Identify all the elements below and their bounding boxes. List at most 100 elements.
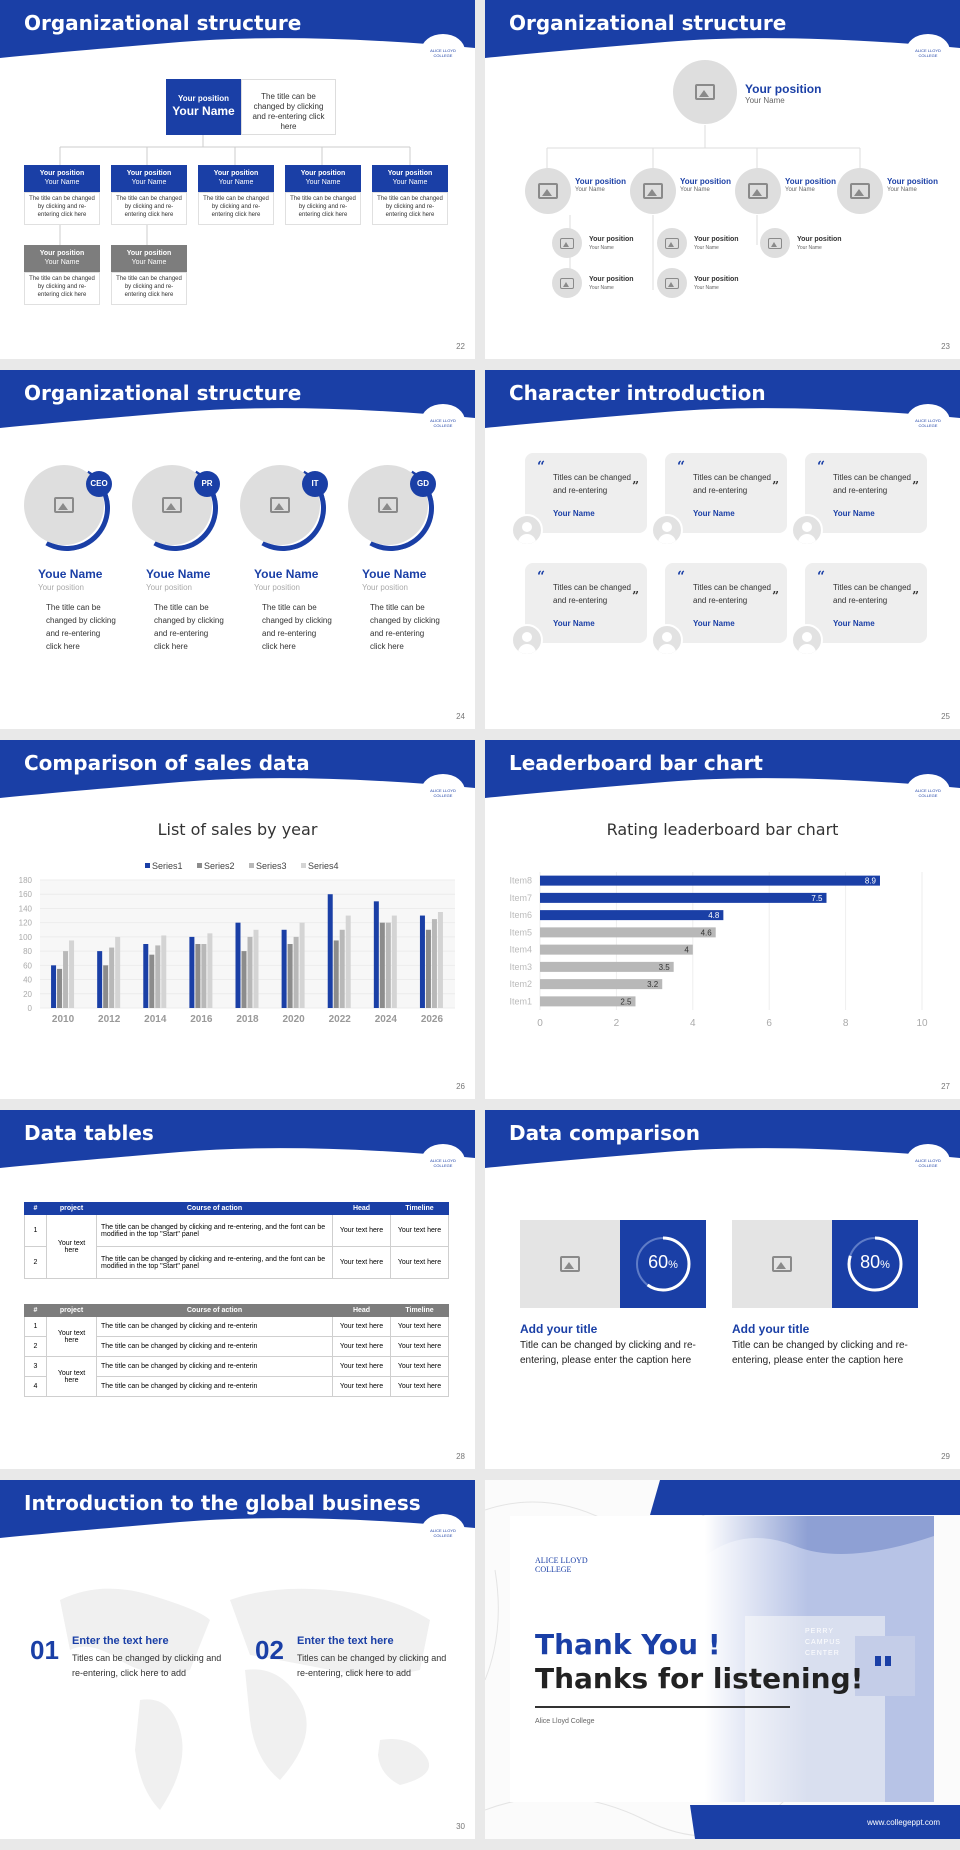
box-name: Your Name	[44, 259, 80, 266]
slide-header: Data tables ALICE LLOYD COLLEGE	[0, 1110, 475, 1180]
bar	[540, 944, 693, 955]
page-number: 22	[456, 342, 465, 351]
slide-28[interactable]: Data tables ALICE LLOYD COLLEGE # projec…	[0, 1110, 475, 1469]
box-position: Your position	[126, 250, 172, 257]
page-number: 28	[456, 1452, 465, 1461]
position-box[interactable]: Your position Your Name	[24, 245, 100, 272]
top-position-box[interactable]: Your position Your Name	[166, 79, 241, 135]
quote-card[interactable]: “ Titles can be changed and re-entering” Y…	[805, 563, 927, 643]
bar	[247, 936, 253, 1008]
quote-card[interactable]: “ Titles can be changed and re-entering” Y…	[525, 563, 647, 643]
position-box[interactable]: Your position Your Name	[198, 165, 274, 192]
position-box[interactable]: Your position Your Name	[24, 165, 100, 192]
bar	[540, 961, 674, 972]
quote-card[interactable]: “ Titles can be changed and re-entering” Y…	[525, 453, 647, 533]
percent-label: 80%	[832, 1252, 918, 1273]
page-number: 23	[941, 342, 950, 351]
item-desc: Titles can be changed by clicking and re…	[72, 1653, 222, 1678]
bar-value-label: 7.5	[811, 894, 823, 903]
member-photo-placeholder	[24, 465, 104, 545]
slide-title: Data tables	[24, 1121, 154, 1145]
top-name: Your Name	[172, 104, 235, 118]
head-cell: Your text here	[332, 1214, 391, 1247]
sub-photo-placeholder[interactable]	[552, 228, 582, 258]
col-header: project	[46, 1304, 97, 1317]
member-card[interactable]: GD Youe Name Your position The title can be…	[338, 455, 448, 695]
member-name: Youe Name	[254, 567, 319, 581]
avatar-icon	[662, 522, 672, 532]
bar	[345, 915, 351, 1008]
bar	[109, 947, 115, 1008]
slide-thank-you[interactable]: PERRY CAMPUS CENTER ALICE LLOYD COLLEGE …	[485, 1480, 960, 1839]
box-desc: The title can be changed by clicking and…	[372, 192, 448, 225]
sub-position: Your position	[589, 276, 634, 283]
sub-photo-placeholder[interactable]	[552, 268, 582, 298]
top-desc: The title can be changed by clicking and…	[241, 79, 336, 135]
image-icon	[850, 183, 870, 199]
position-box[interactable]: Your position Your Name	[372, 165, 448, 192]
sub-photo-placeholder[interactable]	[657, 268, 687, 298]
slide-30[interactable]: Introduction to the global business ALIC…	[0, 1480, 475, 1839]
position-photo-placeholder[interactable]	[735, 168, 781, 214]
avatar-icon	[522, 632, 532, 642]
member-name: Youe Name	[362, 567, 427, 581]
y-tick-label: 100	[19, 933, 33, 942]
role-badge: GD	[410, 471, 436, 497]
slide-27[interactable]: Leaderboard bar chart ALICE LLOYD COLLEG…	[485, 740, 960, 1099]
position-box[interactable]: Your position Your Name	[111, 245, 187, 272]
bar	[281, 929, 287, 1008]
member-card[interactable]: IT Youe Name Your position The title can be…	[230, 455, 340, 695]
position-photo-placeholder[interactable]	[630, 168, 676, 214]
head-cell: Your text here	[332, 1376, 391, 1397]
col-header: Course of action	[96, 1202, 333, 1215]
position-box[interactable]: Your position Your Name	[285, 165, 361, 192]
quote-card[interactable]: “ Titles can be changed and re-entering” Y…	[665, 563, 787, 643]
open-quote-icon: “	[817, 569, 826, 585]
bar	[97, 951, 103, 1008]
x-tick-label: 2014	[144, 1014, 167, 1025]
open-quote-icon: “	[537, 569, 546, 585]
avatar-body	[658, 534, 676, 544]
top-photo-placeholder[interactable]	[673, 60, 737, 124]
college-logo: ALICE LLOYD COLLEGE	[421, 774, 465, 808]
slide-25[interactable]: Character introduction ALICE LLOYD COLLE…	[485, 370, 960, 729]
box-desc: The title can be changed by clicking and…	[285, 192, 361, 225]
close-quote-icon: ”	[772, 589, 779, 603]
sub-photo-placeholder[interactable]	[657, 228, 687, 258]
avatar-icon	[662, 632, 672, 642]
avatar-icon	[802, 632, 812, 642]
action-cell: The title can be changed by clicking and…	[96, 1316, 333, 1337]
slide-22[interactable]: Organizational structure ALICE LLOYD COL…	[0, 0, 475, 359]
leaderboard-bar-chart: 0 2 4 6 8 10 Item8 8.9 Item7 7.5 Item6 4.8 Item5 4.6 I…	[509, 872, 928, 1029]
slide-29[interactable]: Data comparison ALICE LLOYD COLLEGE 29 6…	[485, 1110, 960, 1469]
table-row: 4 The title can be changed by clicking a…	[24, 1376, 449, 1397]
timeline-cell: Your text here	[390, 1356, 449, 1377]
member-card[interactable]: CEO Youe Name Your position The title can b…	[14, 455, 124, 695]
close-quote-icon: ”	[772, 479, 779, 493]
quote-card[interactable]: “ Titles can be changed and re-entering” Y…	[805, 453, 927, 533]
node-name: Your Name	[680, 187, 710, 193]
image-placeholder[interactable]	[520, 1220, 620, 1308]
slide-title: Introduction to the global business	[24, 1491, 421, 1515]
node-position: Your position	[785, 177, 836, 186]
quote-card[interactable]: “ Titles can be changed and re-entering” Y…	[665, 453, 787, 533]
slide-23[interactable]: Organizational structure ALICE LLOYD COL…	[485, 0, 960, 359]
item-title: Add your title	[732, 1322, 810, 1336]
slide-26[interactable]: Comparison of sales data ALICE LLOYD COL…	[0, 740, 475, 1099]
image-placeholder[interactable]	[732, 1220, 832, 1308]
position-box[interactable]: Your position Your Name	[111, 165, 187, 192]
sub-photo-placeholder[interactable]	[760, 228, 790, 258]
website-url[interactable]: www.collegeppt.com	[867, 1818, 940, 1827]
member-desc: The title can be changed by clicking and…	[370, 603, 440, 651]
x-tick-label: 2	[614, 1018, 620, 1029]
member-card[interactable]: PR Youe Name Your position The title can be…	[122, 455, 232, 695]
slide-24[interactable]: Organizational structure ALICE LLOYD COL…	[0, 370, 475, 729]
position-photo-placeholder[interactable]	[837, 168, 883, 214]
sub-name: Your Name	[589, 285, 614, 291]
row-number: 4	[24, 1376, 47, 1397]
bar	[379, 922, 385, 1008]
bar	[339, 929, 345, 1008]
legend-swatch	[301, 863, 306, 868]
action-cell: The title can be changed by clicking and…	[96, 1246, 333, 1279]
position-photo-placeholder[interactable]	[525, 168, 571, 214]
